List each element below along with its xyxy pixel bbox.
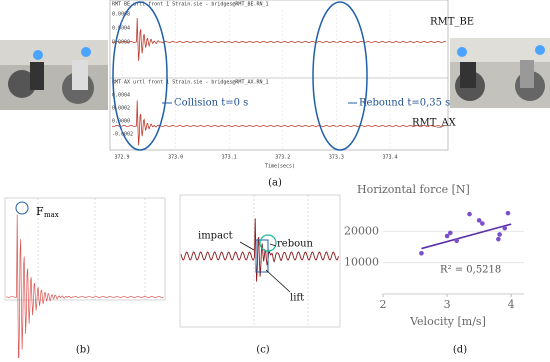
x-tick-label: 373.1 xyxy=(222,155,237,161)
x-label: Time(secs) xyxy=(265,164,295,170)
annotation: Collision t=0 s xyxy=(174,98,248,109)
chart-title: Horizontal force [N] xyxy=(357,183,470,196)
annotation: reboun xyxy=(277,239,314,250)
highlight xyxy=(112,1,168,151)
point xyxy=(476,218,482,223)
photo-right xyxy=(450,38,550,108)
panel-a: RMT BE urtl front 1 Strain.sie - bridges… xyxy=(109,0,449,170)
x-tick-label: 3 xyxy=(444,298,451,311)
series-label: RMT_BE xyxy=(430,17,474,28)
panel-b: F max xyxy=(4,197,166,362)
panel-c: impact reboun lift xyxy=(179,194,341,328)
point xyxy=(419,250,424,256)
signal xyxy=(111,17,447,61)
x-tick-label: 373.0 xyxy=(168,155,183,161)
x-label: Velocity [m/s] xyxy=(409,315,486,328)
y-tick-label: 10000 xyxy=(344,256,379,269)
annotation: R² = 0,5218 xyxy=(440,265,501,276)
highlight xyxy=(312,1,368,151)
x-tick-label: 373.3 xyxy=(329,155,344,161)
y-tick-label: -0.0002 xyxy=(112,132,133,138)
x-tick-label: 4 xyxy=(508,298,515,311)
point xyxy=(447,230,453,236)
point xyxy=(444,233,450,239)
series-label: RMT_AX xyxy=(412,118,457,129)
x-tick-label: 373.4 xyxy=(382,155,397,161)
x-tick-label: 2 xyxy=(380,298,387,311)
annotation: Rebound t=0,35 s xyxy=(359,98,450,109)
point xyxy=(467,211,472,217)
y-tick-label: 0.0004 xyxy=(112,26,130,32)
caption: (a) xyxy=(268,178,282,189)
point xyxy=(454,238,460,244)
y-tick-label: 0.0008 xyxy=(112,12,130,18)
point xyxy=(497,232,502,237)
panel-d: Horizontal force [N] Velocity [m/s] R² =… xyxy=(344,183,524,328)
y-tick-label: 0.0000 xyxy=(112,119,130,125)
annotation: lift xyxy=(290,293,304,304)
photo-left xyxy=(0,40,108,110)
x-tick-label: 373.2 xyxy=(275,155,290,161)
y-tick-label: 20000 xyxy=(344,224,379,237)
point xyxy=(480,221,485,226)
caption: (b) xyxy=(76,345,90,356)
header: RMT BE urtl front 1 Strain.sie - bridges… xyxy=(112,2,269,8)
point xyxy=(496,236,501,242)
signal xyxy=(111,100,446,146)
y-tick-label: 0.0004 xyxy=(112,93,130,99)
annotation: F xyxy=(36,205,44,218)
annotation: max xyxy=(44,211,59,219)
y-tick-label: 0.0002 xyxy=(112,106,130,112)
caption: (d) xyxy=(453,345,467,356)
trendline xyxy=(421,223,512,250)
caption: (c) xyxy=(256,345,270,356)
annotation: impact xyxy=(198,231,233,242)
x-tick-label: 372.9 xyxy=(114,155,129,161)
header: RMT AX urtl front 1 Strain.sie - bridges… xyxy=(112,80,269,86)
point xyxy=(505,210,511,216)
point xyxy=(502,225,508,231)
